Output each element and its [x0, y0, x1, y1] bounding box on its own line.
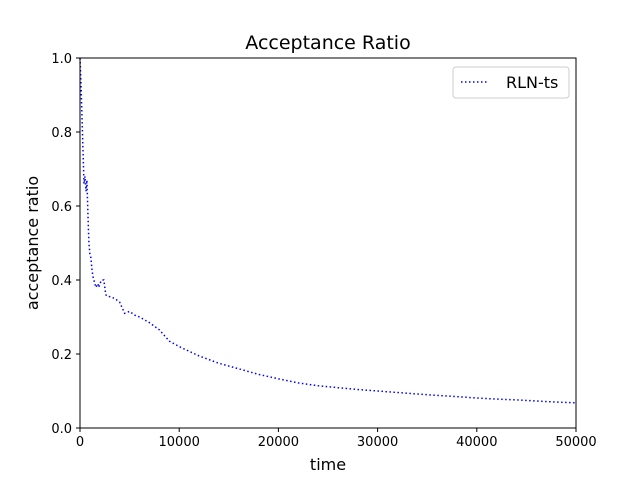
y-tick-label: 0.2 [51, 348, 72, 363]
y-tick-label: 0.8 [51, 126, 72, 141]
y-axis: 0.0 0.2 0.4 0.6 0.8 1.0 [51, 52, 80, 437]
x-tick-label: 30000 [357, 435, 398, 450]
x-tick-label: 0 [76, 435, 84, 450]
series-line-rln-ts [79, 57, 577, 404]
x-axis-label: time [310, 455, 346, 474]
x-tick-label: 20000 [258, 435, 299, 450]
x-tick-label: 10000 [159, 435, 200, 450]
y-tick-label: 0.6 [51, 200, 72, 215]
plot-area [79, 57, 577, 404]
plot-frame [79, 57, 577, 429]
legend-label-rln-ts: RLN-ts [506, 73, 558, 92]
y-tick-label: 1.0 [51, 52, 72, 67]
chart-title: Acceptance Ratio [245, 32, 410, 54]
x-tick-label: 40000 [456, 435, 497, 450]
legend-box [452, 66, 570, 99]
y-axis-label: acceptance ratio [23, 176, 42, 310]
legend: RLN-ts [452, 66, 570, 99]
y-tick-label: 0.4 [51, 274, 72, 289]
y-tick-label: 0.0 [51, 422, 72, 437]
x-tick-label: 50000 [555, 435, 596, 450]
x-axis: 0 10000 20000 30000 40000 50000 [76, 428, 597, 450]
